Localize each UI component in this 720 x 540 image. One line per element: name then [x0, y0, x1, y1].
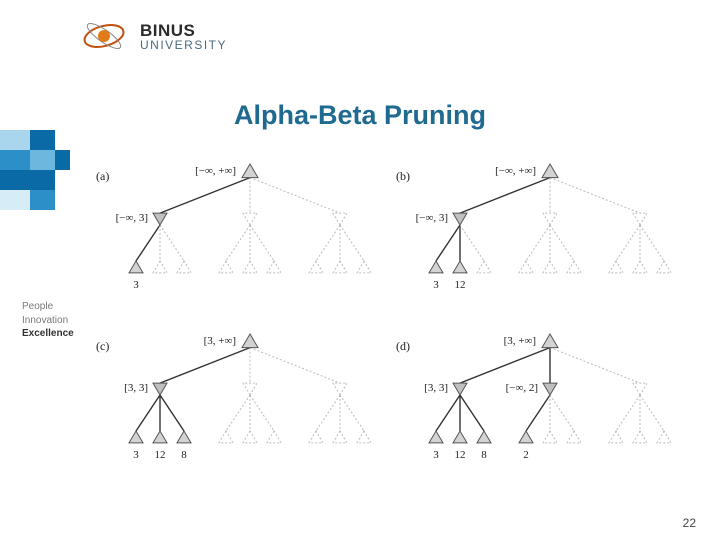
leaf-value: 3	[133, 279, 139, 291]
root-label: [3, +∞]	[504, 335, 536, 347]
panel-label: (d)	[396, 339, 410, 353]
tree-c: (c) 3 12 8 [3, 3] [3, +∞]	[96, 334, 371, 461]
side-line-3: Excellence	[22, 327, 74, 341]
panel-label: (a)	[96, 169, 109, 183]
mid-label: [−∞, 3]	[416, 212, 448, 224]
leaf-value: 12	[155, 449, 166, 461]
side-line-2: Innovation	[22, 314, 74, 328]
tree-a: (a) 3 [−∞, 3] [−∞, +∞]	[96, 164, 371, 291]
tree-b: (b) 3 12 [−∞, 3] [−∞, +∞]	[396, 164, 671, 291]
page-title: Alpha-Beta Pruning	[234, 100, 486, 131]
page-number: 22	[683, 516, 696, 530]
root-label: [3, +∞]	[204, 335, 236, 347]
leaf-value: 3	[433, 279, 439, 291]
leaf-value: 12	[455, 449, 466, 461]
side-tagline: People Innovation Excellence	[22, 300, 74, 341]
leaf-value: 3	[433, 449, 439, 461]
root-label: [−∞, +∞]	[195, 165, 236, 177]
mid-label: [3, 3]	[424, 382, 448, 394]
panel-label: (b)	[396, 169, 410, 183]
leaf-value: 12	[455, 279, 466, 291]
tree-d: (d) 3 12 8 [3, 3] 2 [−∞, 2] [3, +∞]	[396, 334, 671, 461]
root-label: [−∞, +∞]	[495, 165, 536, 177]
alpha-beta-diagram: (a)3[−∞, 3][−∞, +∞](b)312[−∞, 3][−∞, +∞]…	[100, 160, 680, 480]
mid-label: [3, 3]	[124, 382, 148, 394]
logo-subname: UNIVERSITY	[140, 39, 227, 51]
leaf-value: 2	[523, 449, 529, 461]
logo-icon	[82, 14, 126, 58]
mid-label: [−∞, 2]	[506, 382, 538, 394]
side-strip	[0, 130, 70, 210]
logo-name: BINUS	[140, 22, 227, 39]
mid-label: [−∞, 3]	[116, 212, 148, 224]
leaf-value: 8	[481, 449, 487, 461]
panel-label: (c)	[96, 339, 109, 353]
side-line-1: People	[22, 300, 74, 314]
leaf-value: 8	[181, 449, 187, 461]
leaf-value: 3	[133, 449, 139, 461]
